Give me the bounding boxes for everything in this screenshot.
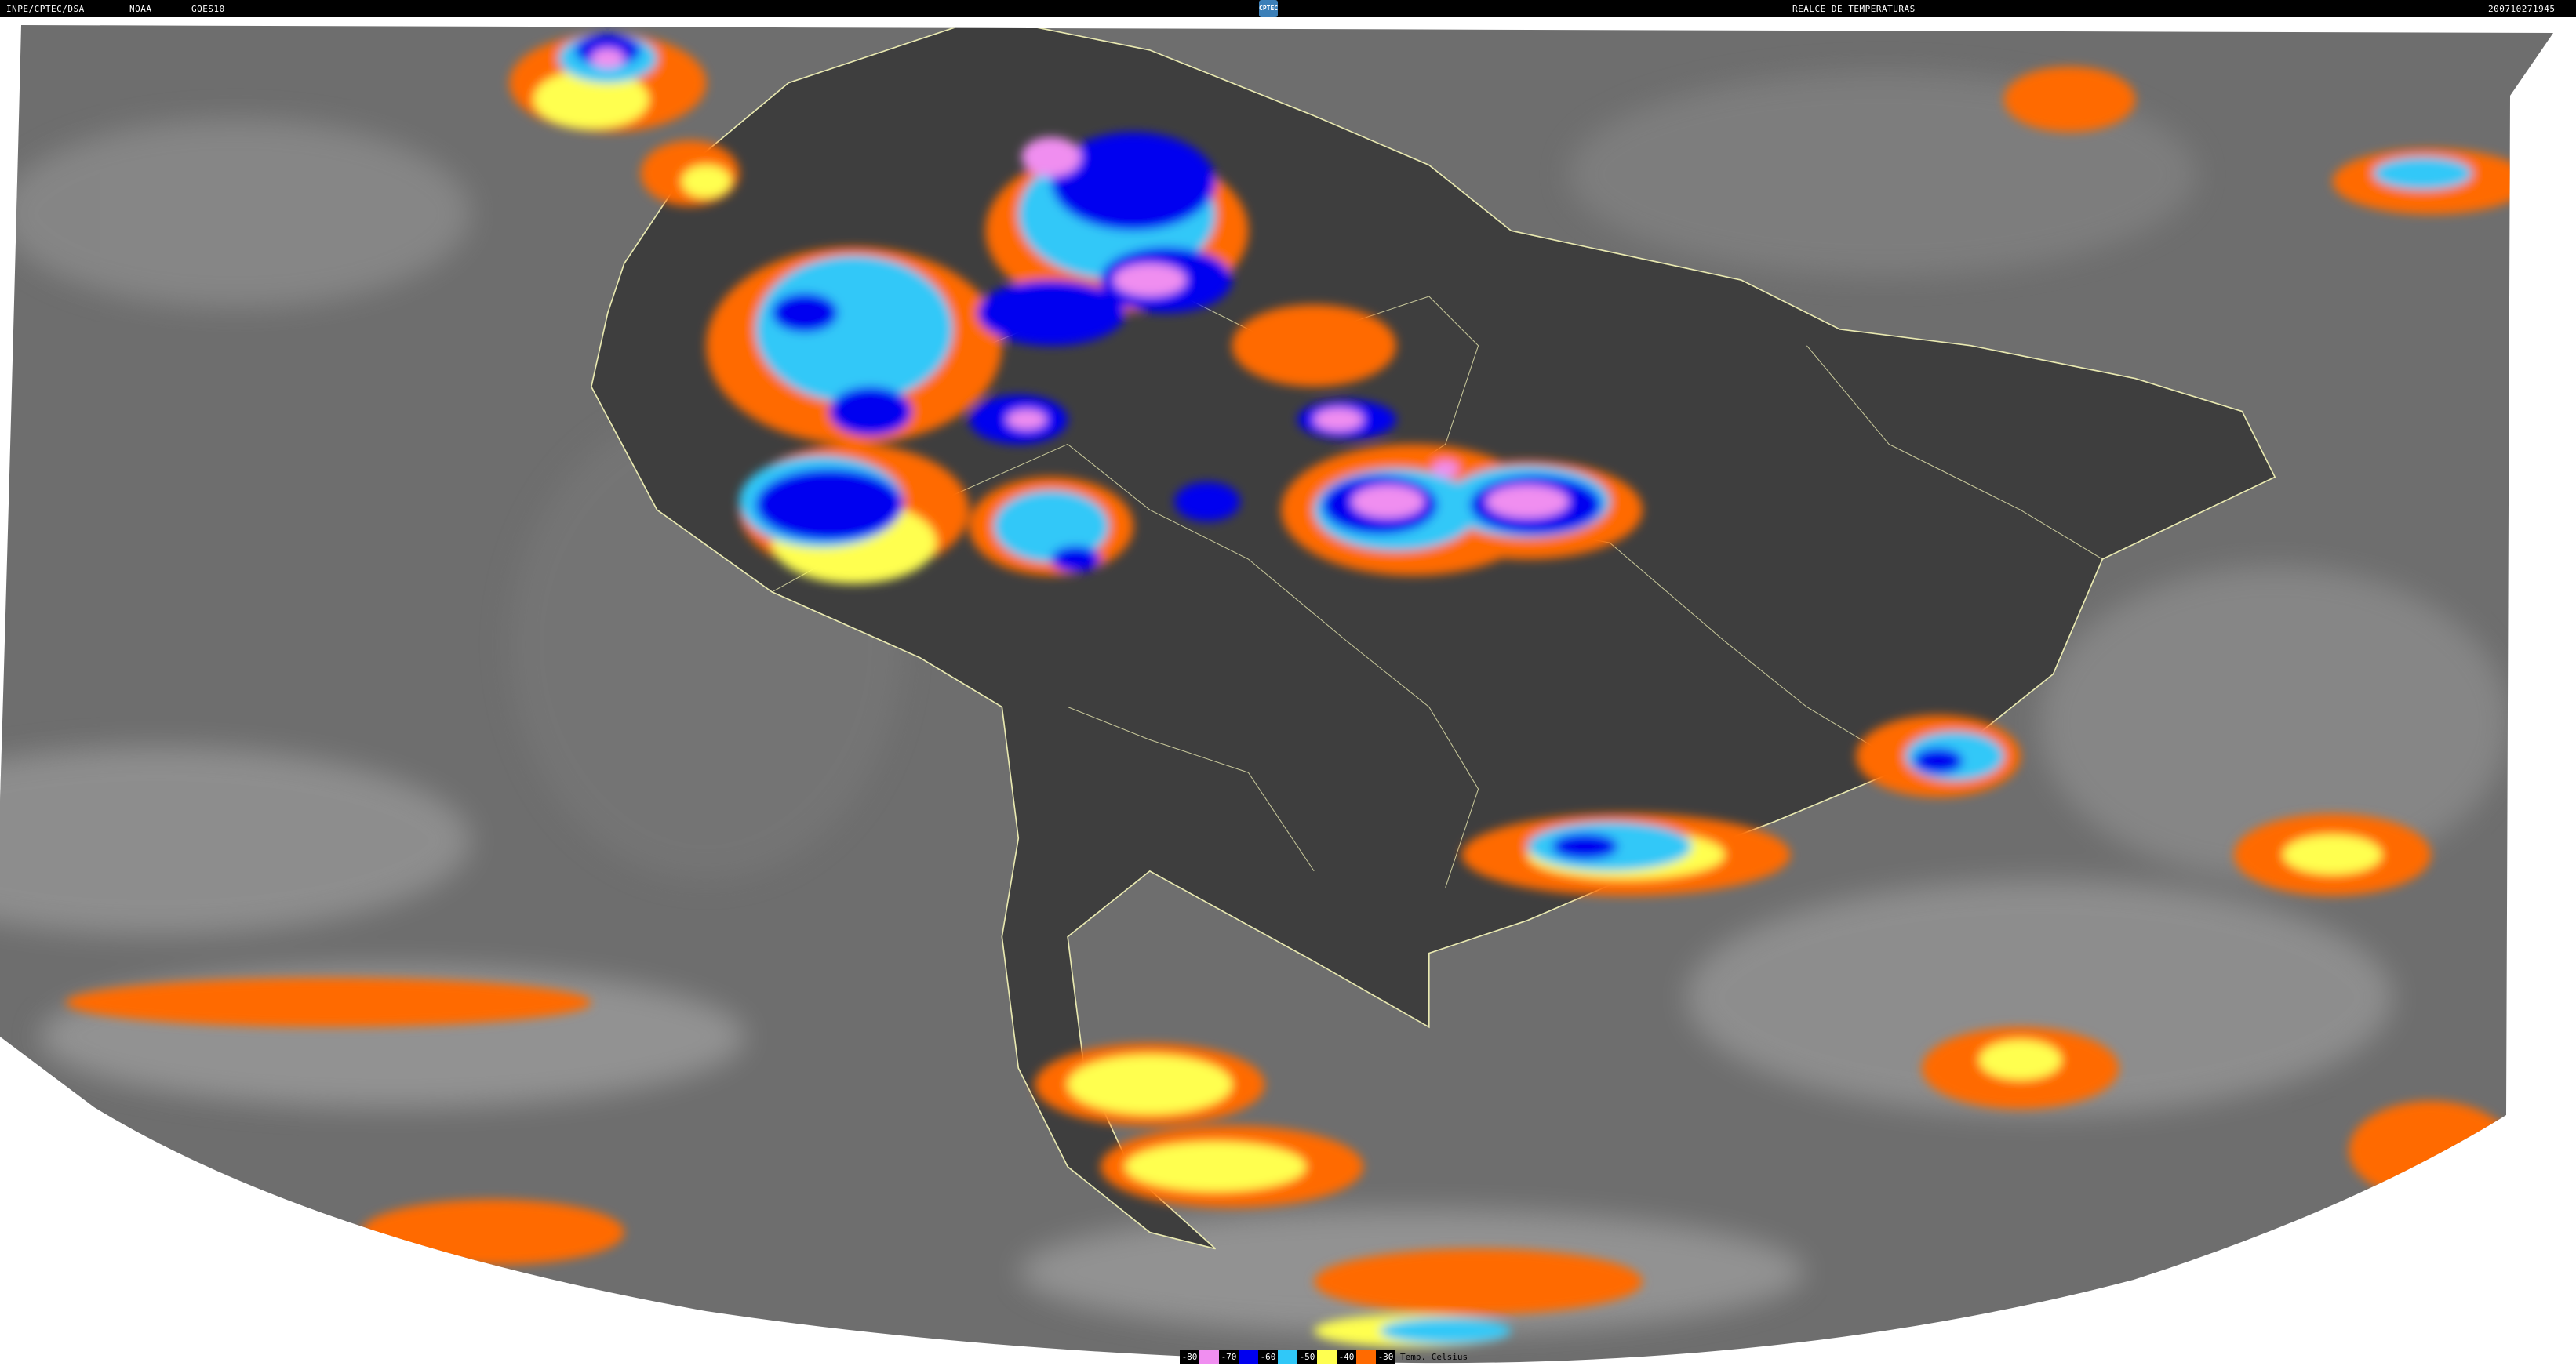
- legend-label: -60: [1258, 1350, 1278, 1364]
- header-bar: INPE/CPTEC/DSA NOAA GOES10 CPTEC REALCE …: [0, 0, 2576, 17]
- satellite-image: [0, 25, 2553, 1364]
- cold-cloud-tops: [65, 33, 2530, 1348]
- timestamp: 200710271945: [2488, 4, 2556, 14]
- cptec-logo: CPTEC: [1259, 0, 1278, 17]
- legend-swatch-pink: [1199, 1350, 1219, 1364]
- legend-swatch-orange: [1356, 1350, 1376, 1364]
- legend-label: -70: [1219, 1350, 1239, 1364]
- legend-swatch-yellow: [1317, 1350, 1337, 1364]
- agency-label: INPE/CPTEC/DSA: [6, 4, 85, 14]
- temperature-legend: -80 -70 -60 -50 -40 -30 Temp. Celsius: [1180, 1350, 1468, 1364]
- legend-swatch-cyan: [1278, 1350, 1297, 1364]
- source-label: NOAA: [129, 4, 152, 14]
- satellite-label: GOES10: [191, 4, 225, 14]
- legend-label: -80: [1180, 1350, 1199, 1364]
- legend-swatch-blue: [1239, 1350, 1258, 1364]
- product-title: REALCE DE TEMPERATURAS: [1792, 4, 1916, 14]
- legend-label: -50: [1297, 1350, 1317, 1364]
- legend-label: -40: [1337, 1350, 1356, 1364]
- legend-label: -30: [1376, 1350, 1395, 1364]
- legend-unit: Temp. Celsius: [1400, 1352, 1468, 1362]
